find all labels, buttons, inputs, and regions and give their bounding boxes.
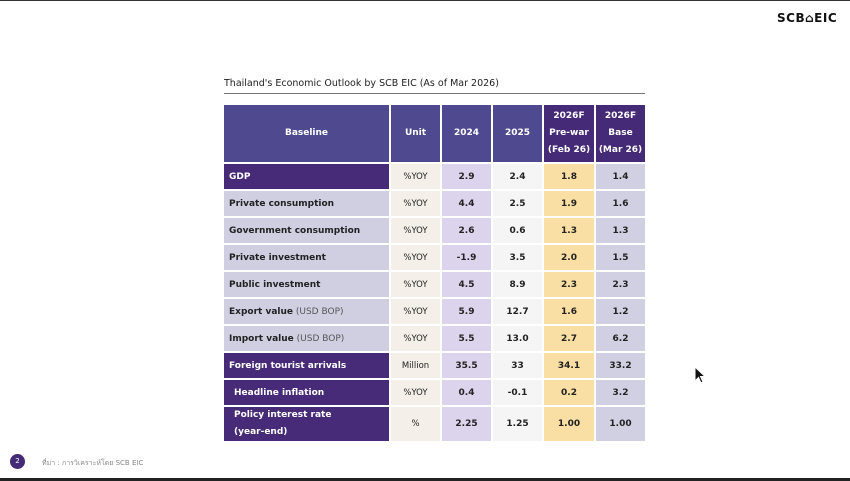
value-2026f-prewar: 1.6	[544, 299, 594, 324]
header-2026f-base: 2026F Base (Mar 26)	[596, 105, 645, 162]
row-label: Import value (USD BOP)	[224, 326, 389, 351]
row-label: GDP	[224, 164, 389, 189]
table-row: GDP %YOY 2.9 2.4 1.8 1.4	[224, 164, 645, 189]
table-row: Public investment %YOY 4.5 8.9 2.3 2.3	[224, 272, 645, 297]
row-label: Private investment	[224, 245, 389, 270]
value-2026f-base: 33.2	[596, 353, 645, 378]
row-label: Private consumption	[224, 191, 389, 216]
table-row: Government consumption %YOY 2.6 0.6 1.3 1.3	[224, 218, 645, 243]
row-label: Export value (USD BOP)	[224, 299, 389, 324]
row-label: Government consumption	[224, 218, 389, 243]
value-2026f-base: 3.2	[596, 380, 645, 405]
economic-outlook-table: Baseline Unit 2024 2025 2026F Pre-war (Feb…	[222, 103, 647, 443]
value-2025: 1.25	[493, 407, 542, 441]
value-2026f-prewar: 1.00	[544, 407, 594, 441]
value-2025: -0.1	[493, 380, 542, 405]
value-2026f-base: 2.3	[596, 272, 645, 297]
header-2024: 2024	[442, 105, 491, 162]
value-2025: 13.0	[493, 326, 542, 351]
value-2026f-base: 1.5	[596, 245, 645, 270]
row-label: Policy interest rate (year-end)	[224, 407, 389, 441]
unit-cell: %YOY	[391, 218, 440, 243]
value-2026f-prewar: 34.1	[544, 353, 594, 378]
value-2026f-base: 1.2	[596, 299, 645, 324]
header-baseline: Baseline	[224, 105, 389, 162]
row-label: Public investment	[224, 272, 389, 297]
value-2024: 4.5	[442, 272, 491, 297]
value-2025: 12.7	[493, 299, 542, 324]
table-row: Import value (USD BOP) %YOY 5.5 13.0 2.7 6.2	[224, 326, 645, 351]
value-2026f-base: 1.3	[596, 218, 645, 243]
header-row: Baseline Unit 2024 2025 2026F Pre-war (Feb…	[224, 105, 645, 162]
mouse-cursor-icon	[694, 366, 706, 384]
value-2025: 2.5	[493, 191, 542, 216]
row-label: Foreign tourist arrivals	[224, 353, 389, 378]
value-2026f-base: 1.6	[596, 191, 645, 216]
value-2025: 33	[493, 353, 542, 378]
page-number-badge: 2	[10, 454, 25, 469]
value-2024: -1.9	[442, 245, 491, 270]
table-row: Export value (USD BOP) %YOY 5.9 12.7 1.6 1.2	[224, 299, 645, 324]
value-2026f-base: 6.2	[596, 326, 645, 351]
table-row: Private investment %YOY -1.9 3.5 2.0 1.5	[224, 245, 645, 270]
table-row: Headline inflation %YOY 0.4 -0.1 0.2 3.2	[224, 380, 645, 405]
value-2026f-prewar: 1.3	[544, 218, 594, 243]
unit-cell: %YOY	[391, 245, 440, 270]
value-2026f-prewar: 2.3	[544, 272, 594, 297]
source-note: ที่มา : การวิเคราะห์โดย SCB EIC	[42, 459, 144, 467]
value-2026f-prewar: 1.9	[544, 191, 594, 216]
value-2024: 5.9	[442, 299, 491, 324]
value-2025: 0.6	[493, 218, 542, 243]
unit-cell: %	[391, 407, 440, 441]
value-2025: 2.4	[493, 164, 542, 189]
unit-cell: %YOY	[391, 191, 440, 216]
value-2026f-prewar: 0.2	[544, 380, 594, 405]
unit-cell: %YOY	[391, 326, 440, 351]
value-2024: 35.5	[442, 353, 491, 378]
title-divider	[224, 93, 645, 94]
unit-cell: %YOY	[391, 272, 440, 297]
value-2024: 5.5	[442, 326, 491, 351]
unit-cell: Million	[391, 353, 440, 378]
header-unit: Unit	[391, 105, 440, 162]
value-2026f-prewar: 2.7	[544, 326, 594, 351]
value-2024: 4.4	[442, 191, 491, 216]
value-2024: 2.6	[442, 218, 491, 243]
table-row: Foreign tourist arrivals Million 35.5 33 34.…	[224, 353, 645, 378]
row-label: Headline inflation	[224, 380, 389, 405]
value-2025: 8.9	[493, 272, 542, 297]
header-2026f-prewar: 2026F Pre-war (Feb 26)	[544, 105, 594, 162]
value-2026f-base: 1.4	[596, 164, 645, 189]
table-row: Policy interest rate (year-end)% 2.25 1.25 1…	[224, 407, 645, 441]
unit-cell: %YOY	[391, 299, 440, 324]
unit-cell: %YOY	[391, 380, 440, 405]
unit-cell: %YOY	[391, 164, 440, 189]
value-2024: 2.9	[442, 164, 491, 189]
value-2024: 0.4	[442, 380, 491, 405]
table-title: Thailand's Economic Outlook by SCB EIC (…	[224, 78, 499, 89]
header-2025: 2025	[493, 105, 542, 162]
value-2026f-base: 1.00	[596, 407, 645, 441]
value-2026f-prewar: 1.8	[544, 164, 594, 189]
value-2025: 3.5	[493, 245, 542, 270]
scb-eic-logo: SCB⌂EIC	[777, 11, 838, 25]
value-2024: 2.25	[442, 407, 491, 441]
table-row: Private consumption %YOY 4.4 2.5 1.9 1.6	[224, 191, 645, 216]
value-2026f-prewar: 2.0	[544, 245, 594, 270]
